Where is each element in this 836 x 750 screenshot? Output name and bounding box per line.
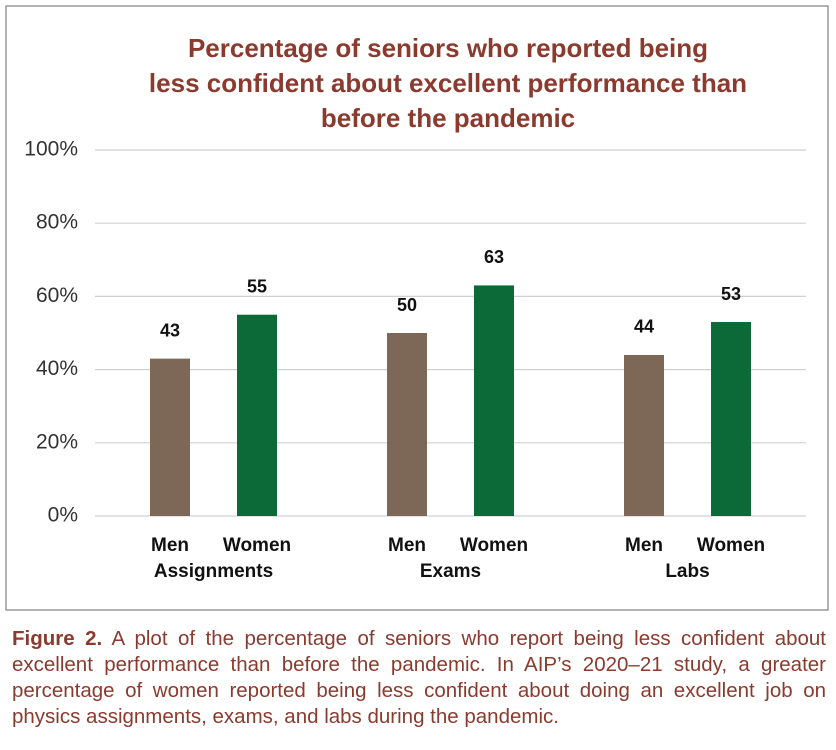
bar-label: Women: [460, 535, 528, 556]
value-label: 55: [247, 276, 267, 296]
caption: Figure 2. A plot of the percentage of se…: [12, 626, 826, 730]
y-tick-label: 60%: [36, 284, 78, 307]
bar: [474, 285, 514, 516]
bar: [237, 314, 277, 516]
bar: [711, 322, 751, 516]
chart: Percentage of seniors who reported being…: [5, 5, 829, 611]
value-label: 50: [397, 295, 417, 315]
y-tick-label: 80%: [36, 211, 78, 234]
group-label: Exams: [420, 561, 481, 582]
value-label: 53: [721, 284, 741, 304]
value-label: 43: [160, 320, 180, 340]
bar: [624, 354, 664, 516]
y-tick-label: 20%: [36, 430, 78, 453]
bar-label: Men: [151, 535, 189, 556]
chart-title: Percentage of seniors who reported being…: [149, 33, 747, 133]
y-tick-label: 0%: [48, 504, 78, 527]
group-label: Assignments: [154, 561, 273, 582]
bar: [150, 358, 190, 516]
caption-label: Figure 2.: [12, 627, 103, 650]
y-tick-label: 40%: [36, 357, 78, 380]
value-label: 44: [634, 317, 654, 337]
bar-label: Men: [388, 535, 426, 556]
bar-label: Women: [697, 535, 765, 556]
bar-label: Men: [625, 535, 663, 556]
bar-label: Women: [223, 535, 291, 556]
group-label: Labs: [665, 561, 709, 582]
bar: [387, 333, 427, 516]
caption-text: A plot of the percentage of seniors who …: [12, 627, 826, 728]
y-tick-label: 100%: [24, 138, 78, 161]
value-label: 63: [484, 247, 504, 267]
